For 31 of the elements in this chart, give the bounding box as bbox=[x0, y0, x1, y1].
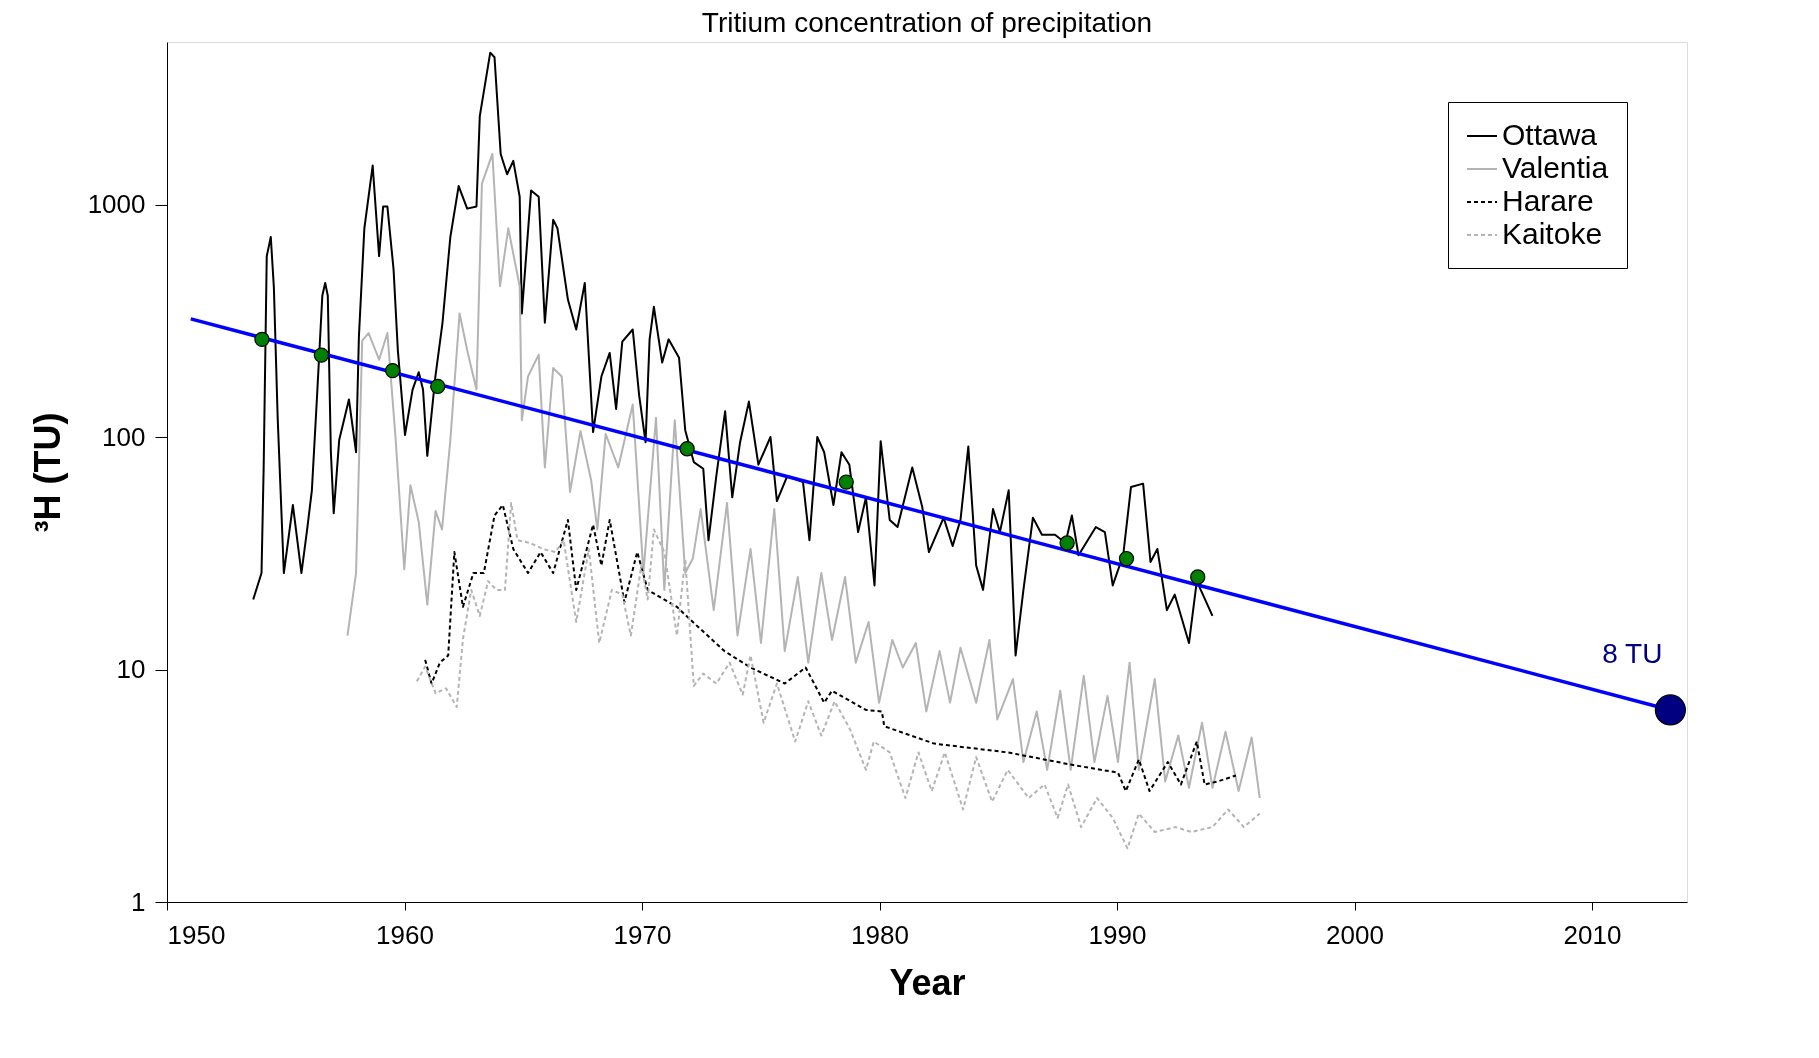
point bbox=[254, 331, 270, 348]
legend-label: Valentia bbox=[1502, 151, 1609, 184]
y-tick-label: 100 bbox=[102, 421, 146, 452]
point bbox=[1190, 569, 1206, 585]
x-tick-label: 2000 bbox=[1326, 919, 1384, 950]
point bbox=[679, 441, 695, 457]
annotation: 8 TU bbox=[1602, 637, 1663, 669]
x-tick-label: 1990 bbox=[1088, 919, 1147, 950]
legend-label: Harare bbox=[1502, 184, 1594, 217]
y-tick-label: 10 bbox=[116, 654, 146, 684]
x-axis-title: Year bbox=[889, 961, 966, 1003]
point bbox=[430, 378, 446, 395]
x-tick-label: 1950 bbox=[167, 919, 226, 950]
y-tick-label: 1000 bbox=[87, 189, 146, 220]
chart-title: Tritium concentration of precipitation bbox=[701, 7, 1153, 38]
x-tick-label: 1960 bbox=[376, 919, 434, 950]
line-series bbox=[252, 51, 1214, 657]
line-series bbox=[424, 504, 1237, 793]
point bbox=[313, 347, 330, 363]
legend-label: Ottawa bbox=[1502, 118, 1598, 151]
x-tick-label: 1980 bbox=[851, 919, 909, 950]
legend-label: Kaitoke bbox=[1502, 217, 1603, 250]
point bbox=[838, 474, 854, 490]
y-tick-label: 1 bbox=[131, 886, 146, 917]
x-tick-label: 1970 bbox=[613, 919, 672, 950]
x-tick-label: 2010 bbox=[1563, 919, 1622, 950]
point bbox=[1654, 694, 1686, 726]
y-axis-title: ³H (TU) bbox=[26, 412, 68, 533]
point bbox=[384, 362, 401, 379]
point bbox=[1118, 550, 1135, 567]
point bbox=[1059, 535, 1075, 551]
